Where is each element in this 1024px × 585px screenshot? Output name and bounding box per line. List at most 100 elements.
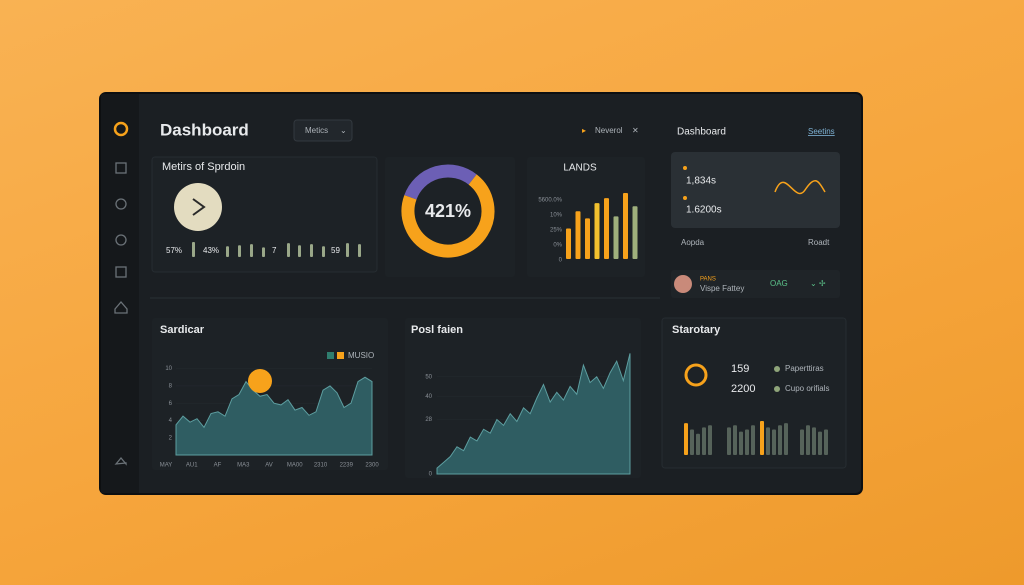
stat: 1,834s: [686, 176, 716, 187]
avatar: [674, 275, 692, 293]
bar: [739, 431, 743, 455]
y-tick-label: 10: [165, 366, 172, 372]
nav-icon[interactable]: [115, 266, 127, 278]
panel-label: Roadt: [808, 238, 830, 247]
mini-donut: [684, 363, 708, 387]
bar: [824, 429, 828, 455]
bar: [818, 431, 822, 455]
mini-bar: [322, 246, 325, 257]
y-tick-label: 6: [169, 401, 173, 407]
x-tick-label: MAY: [160, 463, 173, 469]
mini-bar: [346, 243, 349, 257]
metric-label: 43%: [203, 246, 219, 255]
dropdown-label[interactable]: Metics: [305, 126, 328, 135]
area: [436, 353, 631, 475]
x-tick-label: 2310: [314, 463, 328, 469]
notice: Neverol: [595, 126, 623, 135]
notice-icon: ▸: [582, 126, 586, 135]
x-tick-label: 2239: [340, 463, 354, 469]
y-tick-label: 4: [169, 418, 173, 424]
x-tick-label: AF: [214, 463, 222, 469]
sidebar: [101, 94, 139, 493]
bar: [812, 427, 816, 455]
logo: [113, 121, 129, 137]
bar: [696, 433, 700, 455]
bar: [800, 429, 804, 455]
bar: [772, 429, 776, 455]
donut-segment: [404, 164, 477, 200]
card-title: Sardicar: [160, 324, 205, 336]
stat-label: Cupo orifials: [785, 384, 829, 393]
stat-value: 2200: [731, 383, 755, 395]
play-badge[interactable]: [174, 183, 222, 231]
legend-label: MUSIO: [348, 351, 374, 360]
nav-icon[interactable]: [115, 198, 127, 210]
close-button[interactable]: ✕: [632, 126, 639, 135]
panel-link[interactable]: Seetins: [808, 127, 835, 136]
y-tick-label: 25%: [550, 228, 563, 234]
area: [175, 376, 373, 456]
stat: 1.6200s: [686, 205, 722, 216]
x-tick-label: 2300: [365, 463, 379, 469]
bar: [566, 228, 571, 259]
y-tick-label: 2: [169, 435, 173, 441]
bar: [760, 421, 764, 455]
mini-bar: [192, 242, 195, 257]
bar: [708, 425, 712, 455]
bar: [745, 429, 749, 455]
action-icon[interactable]: ⌄ ✢: [810, 279, 826, 288]
panel-label: Aopda: [681, 238, 705, 247]
y-tick-label: 0: [429, 472, 433, 478]
y-tick-label: 10%: [550, 213, 563, 219]
dropdown-caret[interactable]: ⌄: [340, 126, 347, 135]
card-title: Posl faien: [411, 324, 463, 336]
mini-bar: [310, 244, 313, 257]
nav-icon[interactable]: [114, 456, 127, 466]
bar: [604, 198, 609, 259]
x-tick-label: AV: [265, 463, 273, 469]
legend-swatch: [337, 352, 344, 359]
bar: [751, 425, 755, 455]
nav-icon[interactable]: [115, 162, 127, 174]
x-tick-label: MA3: [237, 463, 250, 469]
bar: [690, 429, 694, 455]
dot: [774, 366, 780, 372]
dot: [683, 166, 687, 170]
bar: [623, 193, 628, 259]
y-tick-label: 8: [169, 383, 173, 389]
play-icon[interactable]: [192, 198, 206, 216]
bar: [702, 427, 706, 455]
metric-label: 7: [272, 246, 277, 255]
mini-bar: [262, 247, 265, 257]
legend-swatch: [327, 352, 334, 359]
nav-icon[interactable]: [114, 301, 128, 314]
dot: [774, 386, 780, 392]
card-title: LANDS: [563, 163, 597, 174]
y-tick-label: 0%: [553, 243, 562, 249]
x-tick-label: MA00: [287, 463, 303, 469]
profile-name: Vispe Fattey: [700, 284, 744, 293]
profile-row[interactable]: [671, 270, 840, 298]
y-tick-label: 40: [425, 394, 432, 400]
y-tick-label: 50: [425, 374, 432, 380]
bar: [766, 427, 770, 455]
y-tick-label: 0: [559, 258, 563, 264]
profile-status: OAG: [770, 279, 788, 288]
bar: [733, 425, 737, 455]
nav-icon[interactable]: [115, 234, 127, 246]
bar: [594, 203, 600, 259]
bar: [784, 423, 788, 455]
bar: [613, 216, 619, 259]
bar: [632, 206, 638, 259]
header-title: Dashboard: [160, 120, 249, 139]
highlight-dot: [248, 369, 272, 393]
bar: [727, 427, 731, 455]
dropdown[interactable]: [293, 119, 353, 142]
stat-value: 159: [731, 363, 749, 375]
profile-tag: PANS: [700, 277, 716, 283]
mini-bar: [358, 244, 361, 257]
metric-label: 57%: [166, 246, 182, 255]
card-title: Metirs of Sprdoin: [162, 161, 245, 173]
